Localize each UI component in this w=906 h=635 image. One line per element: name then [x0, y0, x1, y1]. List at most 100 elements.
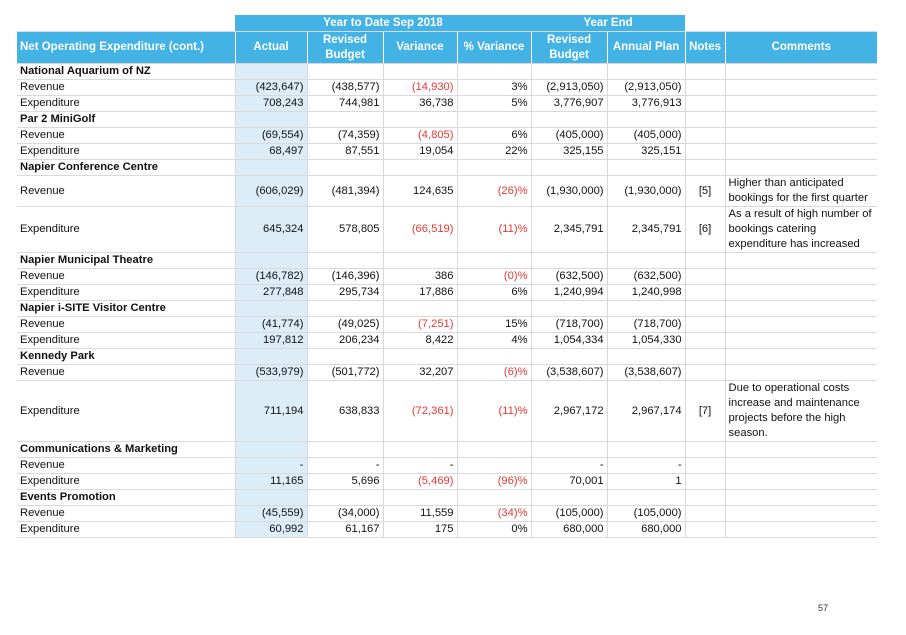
row-label: Revenue [17, 316, 235, 333]
year-end-budget-cell [530, 111, 608, 128]
actual-cell: 645,324 [234, 206, 307, 253]
percent-variance-cell: (0)% [456, 268, 532, 285]
note-cell [684, 159, 726, 176]
variance-cell: (5,469) [382, 473, 457, 490]
row-label: Expenditure [17, 143, 235, 160]
section-header-row: Napier i-SITE Visitor Centre [17, 300, 878, 317]
table-row: Expenditure 645,324 578,805 (66,519) (11)% 2,… [17, 206, 878, 253]
actual-cell: (533,979) [234, 364, 307, 381]
year-end-budget-cell: (718,700) [530, 316, 608, 333]
section-header-row: Kennedy Park [17, 348, 878, 365]
comment-cell [724, 63, 878, 80]
actual-cell [234, 111, 307, 128]
actual-cell: 708,243 [234, 95, 307, 112]
note-cell [684, 268, 726, 285]
comment-cell [724, 505, 878, 522]
section-header-row: National Aquarium of NZ [17, 63, 878, 80]
section-header-row: Events Promotion [17, 489, 878, 506]
annual-plan-cell: (405,000) [606, 127, 686, 144]
year-end-budget-cell [530, 489, 608, 506]
column-header-year-end-revised-budget: Revised Budget [530, 31, 608, 64]
annual-plan-cell [606, 63, 686, 80]
table-body: National Aquarium of NZ Revenue (423,647)(… [17, 63, 878, 538]
table-row: Expenditure 11,165 5,696 (5,469) (96)% 70,001… [17, 473, 878, 490]
section-title: Napier Municipal Theatre [17, 252, 235, 269]
annual-plan-cell: (718,700) [606, 316, 686, 333]
year-end-budget-cell [530, 348, 608, 365]
year-end-budget-cell: (105,000) [530, 505, 608, 522]
annual-plan-cell: (632,500) [606, 268, 686, 285]
actual-cell: (69,554) [234, 127, 307, 144]
comment-cell [724, 489, 878, 506]
section-header-row: Par 2 MiniGolf [17, 111, 878, 128]
annual-plan-cell: 325,151 [606, 143, 686, 160]
annual-plan-cell [606, 441, 686, 458]
annual-plan-cell [606, 111, 686, 128]
revised-budget-cell: 5,696 [306, 473, 383, 490]
variance-cell [382, 159, 457, 176]
comment-cell [724, 268, 878, 285]
variance-cell: - [382, 457, 457, 474]
percent-variance-cell [456, 63, 532, 80]
percent-variance-cell: 0% [456, 521, 532, 538]
revised-budget-cell [306, 489, 383, 506]
table-row: Expenditure 60,992 61,167 175 0% 680,000 680,0… [17, 521, 878, 538]
comment-cell [724, 521, 878, 538]
table-row: Revenue (146,782) (146,396) 386 (0)% (632,500… [17, 268, 878, 285]
revised-budget-cell: - [306, 457, 383, 474]
annual-plan-cell: 3,776,913 [606, 95, 686, 112]
year-end-budget-cell [530, 441, 608, 458]
comment-cell: As a result of high number of bookings c… [724, 206, 878, 253]
percent-variance-cell: (26)% [456, 175, 532, 207]
year-end-budget-cell: (2,913,050) [530, 79, 608, 96]
year-end-budget-cell: (1,930,000) [530, 175, 608, 207]
annual-plan-cell: 1 [606, 473, 686, 490]
variance-cell: 8,422 [382, 332, 457, 349]
actual-cell: 68,497 [234, 143, 307, 160]
table-row: Revenue - - - - - [17, 457, 878, 474]
revised-budget-cell: (74,359) [306, 127, 383, 144]
percent-variance-cell: 5% [456, 95, 532, 112]
note-cell [684, 457, 726, 474]
year-end-budget-cell [530, 252, 608, 269]
percent-variance-cell: 3% [456, 79, 532, 96]
group-header-spacer [685, 15, 878, 32]
table-row: Revenue (533,979) (501,772) 32,207 (6)% (3,53… [17, 364, 878, 381]
table-row: Expenditure 277,848 295,734 17,886 6% 1,240,9… [17, 284, 878, 301]
comment-cell [724, 127, 878, 144]
column-header-percent-variance: % Variance [456, 31, 532, 64]
variance-cell: 19,054 [382, 143, 457, 160]
year-end-budget-cell: (405,000) [530, 127, 608, 144]
percent-variance-cell [456, 441, 532, 458]
year-end-budget-cell: (632,500) [530, 268, 608, 285]
percent-variance-cell: (11)% [456, 206, 532, 253]
note-cell: [5] [684, 175, 726, 207]
revised-budget-cell [306, 252, 383, 269]
section-title: National Aquarium of NZ [17, 63, 235, 80]
column-header-actual: Actual [234, 31, 307, 64]
note-cell [684, 284, 726, 301]
revised-budget-cell: 638,833 [306, 380, 383, 442]
note-cell [684, 505, 726, 522]
year-end-budget-cell: 325,155 [530, 143, 608, 160]
actual-cell: (45,559) [234, 505, 307, 522]
section-header-row: Napier Municipal Theatre [17, 252, 878, 269]
percent-variance-cell: (11)% [456, 380, 532, 442]
percent-variance-cell: (6)% [456, 364, 532, 381]
variance-cell [382, 489, 457, 506]
column-header-comments: Comments [724, 31, 878, 64]
table-row: Revenue (45,559) (34,000) 11,559 (34)% (105,0… [17, 505, 878, 522]
note-cell [684, 348, 726, 365]
year-end-budget-cell: 3,776,907 [530, 95, 608, 112]
annual-plan-cell: - [606, 457, 686, 474]
percent-variance-cell: 15% [456, 316, 532, 333]
actual-cell [234, 63, 307, 80]
variance-cell [382, 252, 457, 269]
variance-cell [382, 441, 457, 458]
revised-budget-cell: 578,805 [306, 206, 383, 253]
row-label: Revenue [17, 364, 235, 381]
note-cell [684, 364, 726, 381]
actual-cell [234, 159, 307, 176]
table-row: Expenditure 711,194 638,833 (72,361) (11)% 2,… [17, 380, 878, 442]
year-end-budget-cell: - [530, 457, 608, 474]
